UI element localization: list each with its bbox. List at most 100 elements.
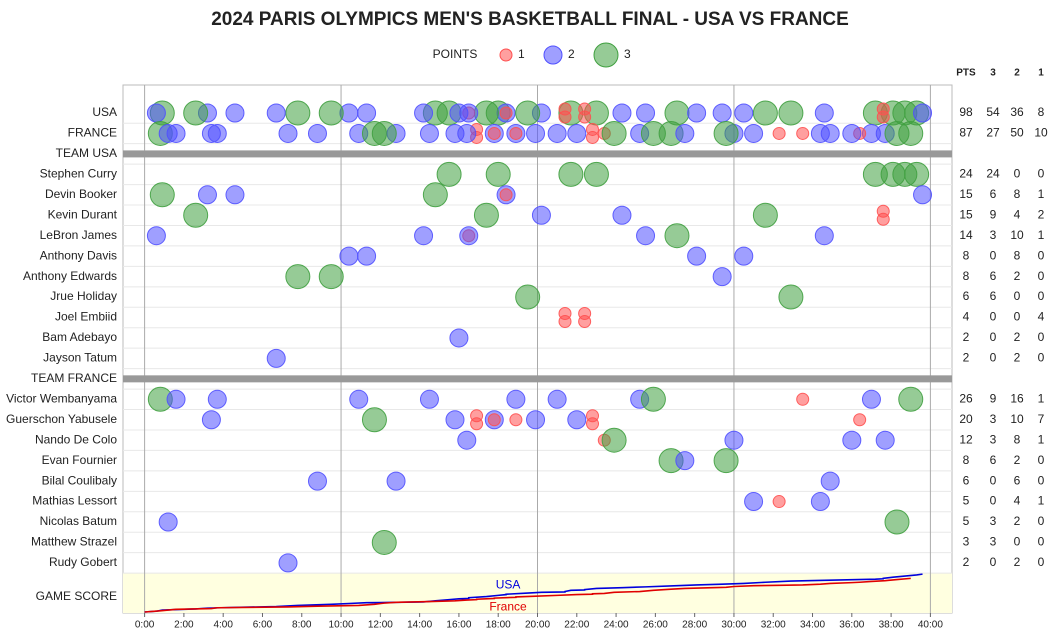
points-cell: 0 (1038, 453, 1045, 467)
legend-label: 3 (624, 47, 631, 61)
points-cell: 26 (959, 391, 973, 405)
score-bubble (913, 185, 933, 205)
score-bubble (225, 103, 245, 123)
player-label: Devin Booker (45, 187, 117, 201)
score-bubble (349, 389, 369, 409)
score-bubble (884, 120, 910, 146)
points-cell: 0 (990, 473, 997, 487)
score-bubble (149, 182, 175, 208)
team-row-label: USA (92, 105, 117, 119)
score-bubble (207, 389, 227, 409)
x-tick-label: 24:00 (604, 620, 629, 631)
score-bubble (285, 264, 311, 290)
points-cell: 0 (1038, 330, 1045, 344)
score-bubble (506, 389, 526, 409)
points-cell: 0 (1014, 535, 1021, 549)
points-cell: 8 (963, 453, 970, 467)
score-bubble (796, 392, 810, 406)
score-bubble (414, 103, 434, 123)
score-bubble (201, 410, 221, 430)
points-cell: 4 (963, 310, 970, 324)
score-bubble (820, 471, 840, 491)
score-bubble (371, 120, 397, 146)
points-cell: 10 (1010, 412, 1024, 426)
chart-title: 2024 PARIS OLYMPICS MEN'S BASKETBALL FIN… (211, 9, 849, 30)
score-bubble (146, 103, 166, 123)
points-cell: 1 (1038, 187, 1045, 201)
score-bubble (876, 212, 890, 226)
points-cell: 0 (1014, 167, 1021, 181)
score-bubble (166, 389, 186, 409)
score-bubble (675, 451, 695, 471)
score-bubble (278, 553, 298, 573)
x-tick-label: 8:00 (292, 620, 312, 631)
points-cell: 8 (1014, 432, 1021, 446)
player-label: Guerschon Yabusele (6, 412, 117, 426)
score-bubble (814, 226, 834, 246)
score-bubble (473, 202, 499, 228)
points-cell: 2 (1014, 453, 1021, 467)
column-header: 2 (1014, 68, 1020, 79)
points-cell: 3 (990, 514, 997, 528)
player-label: Anthony Edwards (23, 269, 117, 283)
x-tick-label: 6:00 (253, 620, 273, 631)
points-cell: 1 (1038, 391, 1045, 405)
score-bubble (853, 413, 867, 427)
legend-marker (543, 45, 563, 65)
score-bubble (436, 161, 462, 187)
score-bubble (712, 103, 732, 123)
x-tick-label: 4:00 (213, 620, 233, 631)
points-cell: 6 (1014, 473, 1021, 487)
points-cell: 0 (1038, 535, 1045, 549)
score-bubble (744, 492, 764, 512)
points-cell: 2 (963, 330, 970, 344)
score-bubble (158, 123, 178, 143)
points-cell: 6 (990, 269, 997, 283)
score-bubble (578, 315, 592, 328)
points-cell: 0 (990, 494, 997, 508)
score-line (144, 573, 923, 613)
score-bubble (713, 120, 739, 146)
player-label: Mathias Lessort (32, 494, 117, 508)
score-bubble (913, 103, 933, 123)
score-bubble (487, 126, 501, 140)
team-band (123, 150, 952, 158)
score-bubble (266, 348, 286, 368)
team-row-label: FRANCE (68, 126, 117, 140)
x-tick-label: 20:00 (525, 620, 550, 631)
points-cell: 1 (1038, 494, 1045, 508)
points-cell: 10 (1010, 228, 1024, 242)
points-cell: 8 (963, 269, 970, 283)
x-tick-label: 28:00 (682, 620, 707, 631)
legend-marker (593, 42, 619, 68)
score-bubble (509, 413, 523, 427)
score-bubble (636, 103, 656, 123)
score-bubble (586, 417, 600, 431)
x-tick-label: 10:00 (329, 620, 354, 631)
score-line-label: France (489, 599, 527, 613)
score-bubble (422, 182, 448, 208)
score-bubble (687, 246, 707, 266)
score-bubble (531, 205, 551, 225)
points-cell: 0 (1014, 289, 1021, 303)
score-bubble (664, 223, 690, 249)
player-label: Kevin Durant (48, 207, 118, 221)
points-cell: 0 (990, 555, 997, 569)
points-cell: 6 (990, 289, 997, 303)
legend-label: 2 (568, 47, 575, 61)
score-bubble (183, 202, 209, 228)
score-bubble (414, 226, 434, 246)
points-cell: 2 (963, 351, 970, 365)
points-cell: 24 (959, 167, 973, 181)
score-bubble (158, 512, 178, 532)
score-bubble (884, 509, 910, 535)
player-label: Nicolas Batum (40, 514, 117, 528)
points-cell: 3 (963, 535, 970, 549)
score-bubble (842, 430, 862, 450)
column-header: PTS (956, 68, 976, 79)
points-cell: 1 (1038, 432, 1045, 446)
score-bubble (586, 130, 600, 144)
points-cell: 6 (963, 289, 970, 303)
score-bubble (307, 471, 327, 491)
